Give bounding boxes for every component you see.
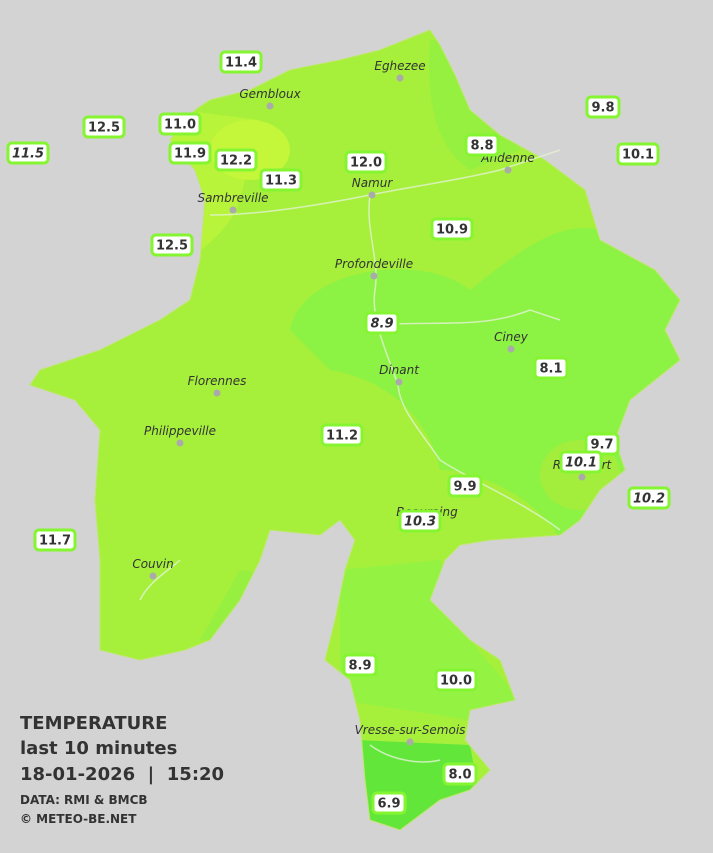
copyright: © METEO-BE.NET: [20, 812, 137, 826]
station-value: 9.9: [453, 480, 476, 495]
station-value: 11.3: [265, 174, 297, 189]
station-box: [364, 311, 400, 335]
station-value: 10.3: [404, 515, 436, 530]
station-value: 10.1: [622, 148, 654, 163]
station-value: 11.0: [164, 118, 196, 133]
source: DATA: RMI & BMCB: [20, 793, 148, 807]
city-label: Dinant: [379, 363, 420, 377]
station-box: [150, 233, 194, 257]
station-box: [259, 168, 303, 192]
station-box: [320, 423, 364, 447]
city-dot: [176, 439, 184, 447]
datetime: 18-01-2026 | 15:20: [20, 764, 224, 785]
station-box: [82, 115, 126, 139]
station-box: [33, 528, 77, 552]
station-value: 11.7: [39, 534, 71, 549]
station-value: 12.5: [156, 239, 188, 254]
station-box: [371, 791, 407, 815]
city-label: Gembloux: [239, 87, 301, 101]
city-label: Philippeville: [144, 424, 216, 438]
station-value: 12.0: [350, 156, 382, 171]
station-value: 11.4: [225, 56, 257, 71]
city-label: Couvin: [132, 557, 173, 571]
station-box: [434, 668, 478, 692]
city-label: Profondeville: [335, 257, 413, 271]
title: TEMPERATURE: [20, 713, 167, 734]
station-value: 8.9: [348, 659, 371, 674]
city-label: Namur: [352, 176, 394, 190]
station-value: 12.5: [88, 121, 120, 136]
city-label: Vresse-sur-Semois: [355, 723, 466, 737]
station-box: [430, 217, 474, 241]
city-dot: [395, 378, 403, 386]
station-box: [342, 653, 378, 677]
station-box: [158, 112, 202, 136]
city-dot: [213, 389, 221, 397]
subtitle: last 10 minutes: [20, 738, 177, 759]
station-box: [398, 509, 442, 533]
station-value: 9.7: [590, 438, 613, 453]
station-value: 10.2: [633, 492, 665, 507]
station-box: [627, 486, 671, 510]
station-box: [168, 141, 212, 165]
station-box: [214, 148, 258, 172]
city-dot: [507, 345, 515, 353]
station-value: 10.0: [440, 674, 472, 689]
station-value: 9.8: [591, 101, 614, 116]
station-box: [616, 142, 660, 166]
city-dot: [368, 191, 376, 199]
city-dot: [578, 473, 586, 481]
station-value: 8.1: [539, 362, 562, 377]
station-box: [442, 762, 478, 786]
station-value: 12.2: [220, 154, 252, 169]
city-dot: [504, 166, 512, 174]
station-value: 11.5: [12, 147, 44, 162]
station-value: 10.9: [436, 223, 468, 238]
city-dot: [396, 74, 404, 82]
city-label: Ciney: [494, 330, 529, 344]
station-value: 10.1: [565, 456, 597, 471]
station-box: [219, 50, 263, 74]
city-dot: [370, 272, 378, 280]
station-box: [344, 150, 388, 174]
station-value: 8.8: [470, 139, 493, 154]
station-box: [464, 133, 500, 157]
station-value: 8.0: [448, 768, 471, 783]
station-box: [559, 450, 603, 474]
station-box: [585, 95, 621, 119]
station-box: [6, 141, 50, 165]
city-dot: [229, 206, 237, 214]
city-label: Florennes: [188, 374, 247, 388]
station-box: [447, 474, 483, 498]
station-value: 8.9: [370, 317, 393, 332]
station-value: 6.9: [377, 797, 400, 812]
station-box: [533, 356, 569, 380]
city-dot: [406, 738, 414, 746]
city-label: Sambreville: [197, 191, 268, 205]
city-label: Eghezee: [374, 59, 425, 73]
city-dot: [266, 102, 274, 110]
station-value: 11.2: [326, 429, 358, 444]
city-dot: [149, 572, 157, 580]
station-value: 11.9: [174, 147, 206, 162]
